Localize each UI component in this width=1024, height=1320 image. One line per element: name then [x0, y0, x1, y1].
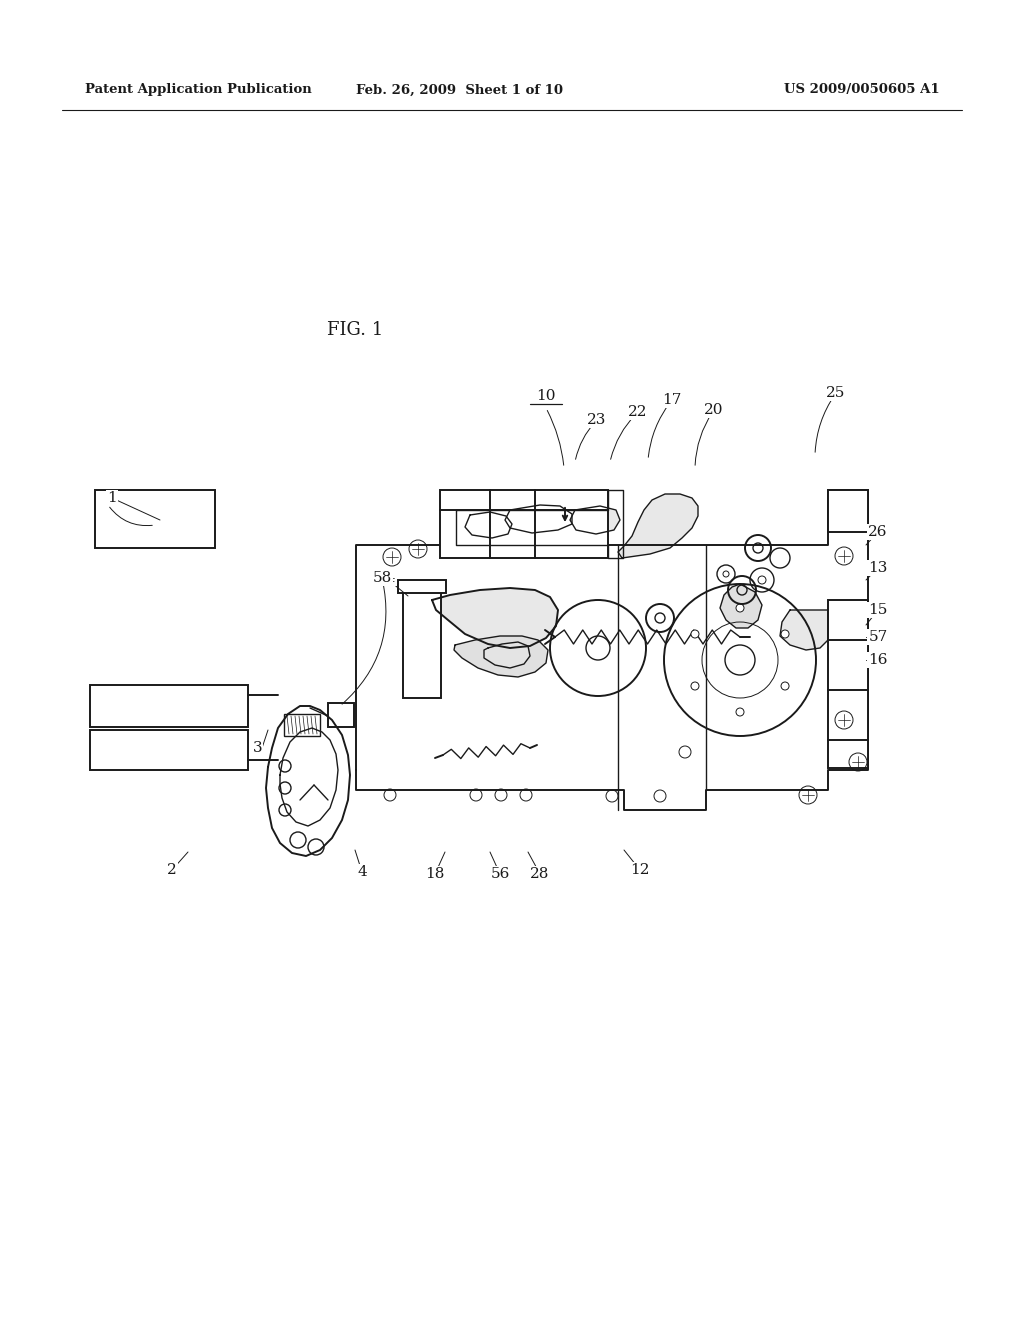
Text: Patent Application Publication: Patent Application Publication [85, 83, 311, 96]
Circle shape [781, 682, 790, 690]
Polygon shape [356, 490, 868, 810]
Text: US 2009/0050605 A1: US 2009/0050605 A1 [784, 83, 940, 96]
Circle shape [736, 605, 744, 612]
Text: FIG. 1: FIG. 1 [327, 321, 383, 339]
Text: 22: 22 [629, 405, 648, 418]
Bar [403, 590, 441, 698]
Bar [440, 490, 608, 558]
Polygon shape [266, 706, 350, 855]
Text: 17: 17 [663, 393, 682, 407]
Polygon shape [505, 506, 572, 533]
Circle shape [691, 682, 699, 690]
Text: 13: 13 [868, 561, 888, 576]
Polygon shape [618, 494, 698, 558]
Text: 4: 4 [357, 865, 367, 879]
Bar [828, 490, 868, 532]
Text: 1: 1 [108, 491, 117, 506]
Circle shape [691, 630, 699, 638]
Text: 23: 23 [588, 413, 606, 426]
Text: 14: 14 [376, 572, 395, 585]
Text: 12: 12 [630, 863, 650, 876]
Text: Feb. 26, 2009  Sheet 1 of 10: Feb. 26, 2009 Sheet 1 of 10 [356, 83, 563, 96]
Polygon shape [484, 642, 530, 668]
Bar [284, 714, 319, 737]
Circle shape [781, 630, 790, 638]
Bar [828, 601, 868, 768]
Polygon shape [454, 636, 548, 677]
Text: 58: 58 [373, 572, 391, 585]
Bar [90, 730, 248, 770]
Text: 15: 15 [868, 603, 888, 616]
Text: 2: 2 [167, 863, 177, 876]
Bar [328, 704, 354, 727]
Text: 57: 57 [868, 630, 888, 644]
Polygon shape [432, 587, 558, 648]
Polygon shape [570, 506, 620, 535]
Text: 56: 56 [490, 867, 510, 880]
Text: 20: 20 [705, 403, 724, 417]
Bar [90, 685, 248, 727]
Text: 26: 26 [868, 525, 888, 539]
Text: 28: 28 [530, 867, 550, 880]
Bar [95, 490, 215, 548]
Text: 10: 10 [537, 389, 556, 403]
Polygon shape [780, 610, 828, 649]
Polygon shape [720, 583, 762, 628]
Circle shape [736, 708, 744, 715]
Text: 18: 18 [425, 867, 444, 880]
Polygon shape [456, 490, 623, 558]
Text: 16: 16 [868, 653, 888, 667]
Polygon shape [465, 512, 512, 539]
Bar [398, 579, 446, 593]
Text: 25: 25 [826, 385, 846, 400]
Text: 3: 3 [252, 741, 262, 755]
